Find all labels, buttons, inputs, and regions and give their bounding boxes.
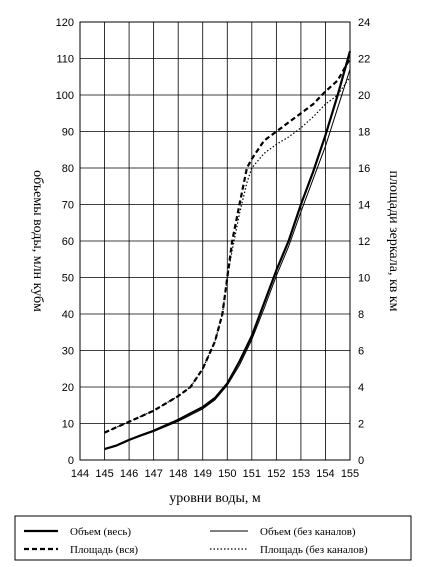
legend-label-area-nocanal: Площадь (без каналов)	[260, 544, 368, 556]
x-tick-label: 148	[169, 468, 187, 480]
series-line-3	[104, 76, 351, 434]
x-tick-label: 147	[144, 468, 162, 480]
legend-label-area-all: Площадь (вся)	[70, 544, 138, 556]
legend-label-volume-nocanal: Объем (без каналов)	[260, 526, 356, 538]
y-right-tick-label: 8	[358, 309, 364, 321]
y-left-tick-label: 50	[62, 273, 74, 285]
x-tick-labels: 144 145 146 147 148 149 150 151 152 153 154 155	[71, 468, 359, 480]
y-left-tick-label: 120	[56, 17, 74, 29]
y-left-tick-label: 100	[56, 90, 74, 102]
x-tick-label: 155	[341, 468, 359, 480]
y-left-tick-label: 80	[62, 163, 74, 175]
series-line-2	[104, 57, 351, 434]
y-left-tick-label: 90	[62, 127, 74, 139]
x-tick-label: 146	[120, 468, 138, 480]
x-tick-label: 151	[243, 468, 261, 480]
series-lines	[104, 50, 352, 451]
y-right-tick-label: 10	[358, 273, 370, 285]
x-tick-label: 150	[218, 468, 236, 480]
y-left-tick-label: 40	[62, 309, 74, 321]
series-line-1	[104, 69, 351, 450]
x-tick-label: 154	[316, 468, 334, 480]
legend-box	[14, 515, 412, 561]
y-right-tick-label: 2	[358, 419, 364, 431]
y-left-tick-label: 60	[62, 236, 74, 248]
legend-label-volume-all: Объем (весь)	[70, 526, 131, 538]
y-right-tick-label: 22	[358, 54, 370, 66]
x-tick-label: 144	[71, 468, 89, 480]
plot-area-border	[79, 21, 351, 461]
y-left-tick-label: 20	[62, 382, 74, 394]
grid-lines	[79, 21, 351, 461]
x-axis-title: уровни воды, м	[169, 491, 261, 506]
y-left-tick-label: 70	[62, 200, 74, 212]
y-right-tick-label: 0	[358, 455, 364, 467]
y-left-tick-label: 110	[56, 54, 74, 66]
x-tick-label: 149	[194, 468, 212, 480]
y-left-axis-title: объемы воды, млн кубм	[30, 170, 45, 312]
y-right-tick-label: 12	[358, 236, 370, 248]
y-right-axis-title: площади зеркала, кв км	[386, 170, 401, 311]
y-left-tick-label: 0	[68, 455, 74, 467]
y-left-tick-label: 10	[62, 419, 74, 431]
y-right-tick-label: 20	[358, 90, 370, 102]
y-left-tick-labels: 0 10 20 30 40 50 60 70 80 90 100 110 120	[56, 17, 74, 467]
y-right-tick-label: 18	[358, 127, 370, 139]
y-right-tick-label: 4	[358, 382, 364, 394]
y-left-tick-label: 30	[62, 346, 74, 358]
x-tick-label: 153	[292, 468, 310, 480]
y-right-tick-label: 16	[358, 163, 370, 175]
x-tick-label: 145	[95, 468, 113, 480]
legend: Объем (весь) Объем (без каналов) Площадь…	[14, 515, 412, 561]
y-right-tick-label: 6	[358, 346, 364, 358]
x-tick-label: 152	[267, 468, 285, 480]
y-right-tick-label: 24	[358, 17, 370, 29]
y-right-tick-label: 14	[358, 200, 370, 212]
